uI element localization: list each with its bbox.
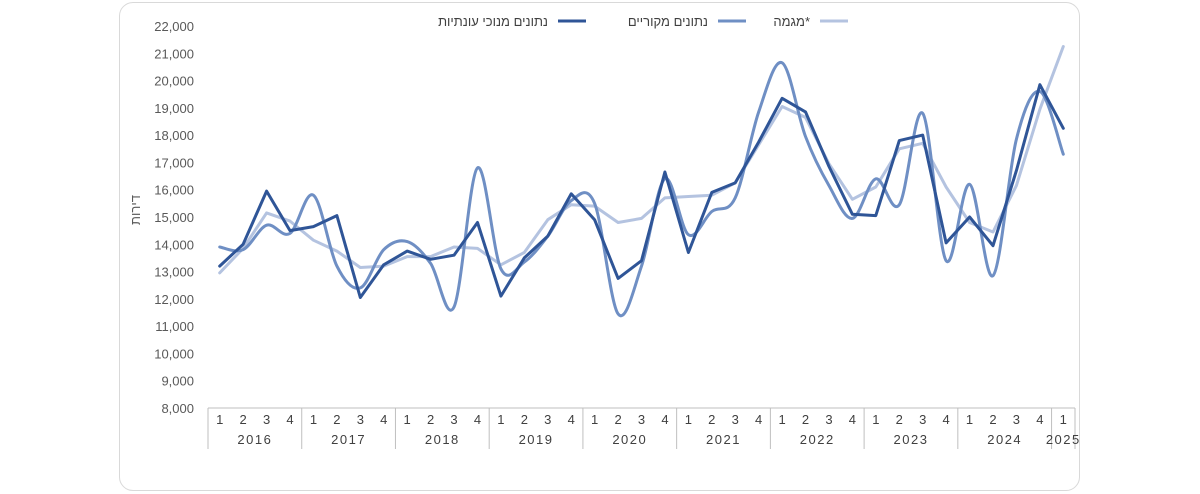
legend-label-1: נתונים מנוכי עונתיות xyxy=(438,14,548,29)
y-tick-label: 14,000 xyxy=(154,237,194,252)
y-tick-label: 9,000 xyxy=(161,374,194,389)
x-tick-year: 2024 xyxy=(987,432,1022,447)
y-tick-label: 15,000 xyxy=(154,210,194,225)
x-tick-quarter: 1 xyxy=(497,412,504,427)
x-tick-quarter: 4 xyxy=(568,412,575,427)
x-tick-year: 2023 xyxy=(894,432,929,447)
chart-card xyxy=(119,2,1080,491)
x-tick-quarter: 1 xyxy=(685,412,692,427)
y-tick-label: 19,000 xyxy=(154,101,194,116)
series-line-2 xyxy=(218,61,1065,318)
x-tick-quarter: 2 xyxy=(521,412,528,427)
x-tick-quarter: 4 xyxy=(661,412,668,427)
y-tick-label: 18,000 xyxy=(154,128,194,143)
x-tick-quarter: 3 xyxy=(825,412,832,427)
x-tick-year: 2022 xyxy=(800,432,835,447)
legend-label-3: מגמה* xyxy=(773,14,810,29)
x-tick-quarter: 4 xyxy=(474,412,481,427)
y-tick-label: 22,000 xyxy=(154,19,194,34)
x-tick-quarter: 3 xyxy=(263,412,270,427)
x-tick-quarter: 3 xyxy=(450,412,457,427)
y-tick-label: 21,000 xyxy=(154,46,194,61)
x-tick-year: 2025 xyxy=(1046,432,1081,447)
x-tick-quarter: 4 xyxy=(755,412,762,427)
x-tick-quarter: 2 xyxy=(240,412,247,427)
x-tick-quarter: 4 xyxy=(849,412,856,427)
x-tick-quarter: 1 xyxy=(966,412,973,427)
y-tick-label: 13,000 xyxy=(154,265,194,280)
x-tick-year: 2019 xyxy=(519,432,554,447)
x-tick-year: 2021 xyxy=(706,432,741,447)
x-tick-quarter: 3 xyxy=(919,412,926,427)
x-tick-quarter: 2 xyxy=(896,412,903,427)
x-tick-quarter: 1 xyxy=(872,412,879,427)
x-tick-quarter: 4 xyxy=(1036,412,1043,427)
x-tick-quarter: 4 xyxy=(286,412,293,427)
x-tick-quarter: 2 xyxy=(802,412,809,427)
x-tick-year: 2020 xyxy=(612,432,647,447)
x-tick-quarter: 2 xyxy=(427,412,434,427)
y-tick-label: 11,000 xyxy=(155,319,194,334)
x-tick-year: 2017 xyxy=(331,432,366,447)
x-tick-quarter: 3 xyxy=(357,412,364,427)
x-tick-quarter: 3 xyxy=(732,412,739,427)
x-tick-quarter: 1 xyxy=(778,412,785,427)
y-tick-label: 20,000 xyxy=(154,74,194,89)
x-tick-quarter: 1 xyxy=(404,412,411,427)
x-tick-quarter: 2 xyxy=(333,412,340,427)
y-tick-label: 8,000 xyxy=(161,401,194,416)
x-tick-quarter: 1 xyxy=(1060,412,1067,427)
series-line-1 xyxy=(218,83,1065,299)
series-line-3 xyxy=(218,45,1065,275)
x-tick-quarter: 3 xyxy=(1013,412,1020,427)
x-tick-year: 2016 xyxy=(237,432,272,447)
x-tick-year: 2018 xyxy=(425,432,460,447)
x-tick-quarter: 2 xyxy=(708,412,715,427)
x-tick-quarter: 2 xyxy=(614,412,621,427)
x-tick-quarter: 2 xyxy=(989,412,996,427)
y-tick-label: 10,000 xyxy=(154,346,194,361)
y-tick-label: 12,000 xyxy=(154,292,194,307)
legend-label-2: נתונים מקוריים xyxy=(628,14,708,29)
x-tick-quarter: 1 xyxy=(591,412,598,427)
x-tick-quarter: 3 xyxy=(638,412,645,427)
y-tick-label: 16,000 xyxy=(154,183,194,198)
x-tick-quarter: 3 xyxy=(544,412,551,427)
x-tick-quarter: 4 xyxy=(943,412,950,427)
y-tick-label: 17,000 xyxy=(154,155,194,170)
x-tick-quarter: 1 xyxy=(310,412,317,427)
y-axis-title: דירות xyxy=(128,195,143,225)
x-tick-quarter: 4 xyxy=(380,412,387,427)
x-tick-quarter: 1 xyxy=(216,412,223,427)
